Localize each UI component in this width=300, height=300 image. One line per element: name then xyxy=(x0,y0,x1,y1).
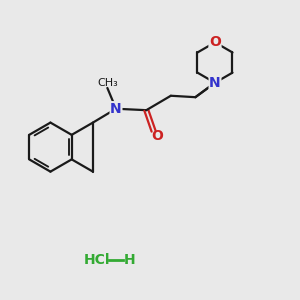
Text: O: O xyxy=(209,35,221,50)
Text: H: H xyxy=(124,253,136,267)
Text: N: N xyxy=(110,102,122,116)
Text: HCl: HCl xyxy=(83,253,110,267)
Text: N: N xyxy=(209,76,221,90)
Text: CH₃: CH₃ xyxy=(97,78,118,88)
Text: O: O xyxy=(151,129,163,143)
